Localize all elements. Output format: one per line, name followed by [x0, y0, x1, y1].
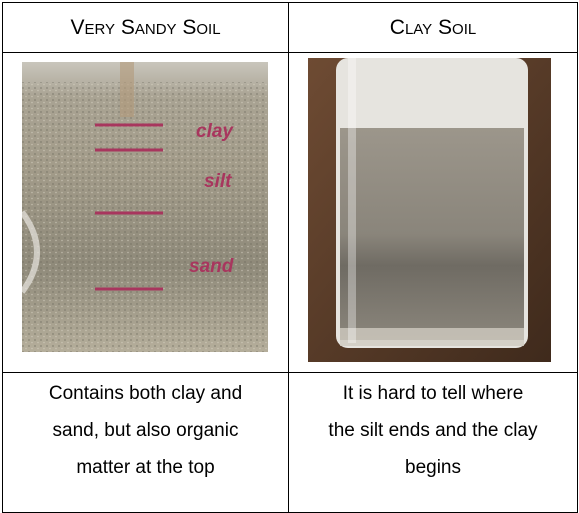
header-row: Very Sandy Soil Clay Soil — [3, 3, 578, 53]
caption-cell: It is hard to tell where the silt ends a… — [289, 373, 578, 513]
caption-line: matter at the top — [3, 449, 288, 486]
layer-label: silt — [204, 171, 232, 192]
layer-label: clay — [196, 121, 234, 142]
soil-table: Very Sandy Soil Clay Soil — [2, 2, 578, 513]
caption-line: It is hard to tell where — [289, 375, 577, 412]
layer-label: sand — [189, 256, 234, 277]
caption-cell: Contains both clay and sand, but also or… — [3, 373, 289, 513]
image-row: clay silt sand — [3, 53, 578, 373]
page: Very Sandy Soil Clay Soil — [0, 0, 579, 512]
caption-line: the silt ends and the clay — [289, 412, 577, 449]
clay-soil-photo — [308, 58, 551, 362]
header-cell: Clay Soil — [289, 3, 578, 53]
image-cell — [289, 53, 578, 373]
caption-line: sand, but also organic — [3, 412, 288, 449]
caption-row: Contains both clay and sand, but also or… — [3, 373, 578, 513]
sandy-soil-photo: clay silt sand — [22, 62, 268, 352]
caption-line: begins — [289, 449, 577, 486]
caption-line: Contains both clay and — [3, 375, 288, 412]
header-cell: Very Sandy Soil — [3, 3, 289, 53]
image-cell: clay silt sand — [3, 53, 289, 373]
